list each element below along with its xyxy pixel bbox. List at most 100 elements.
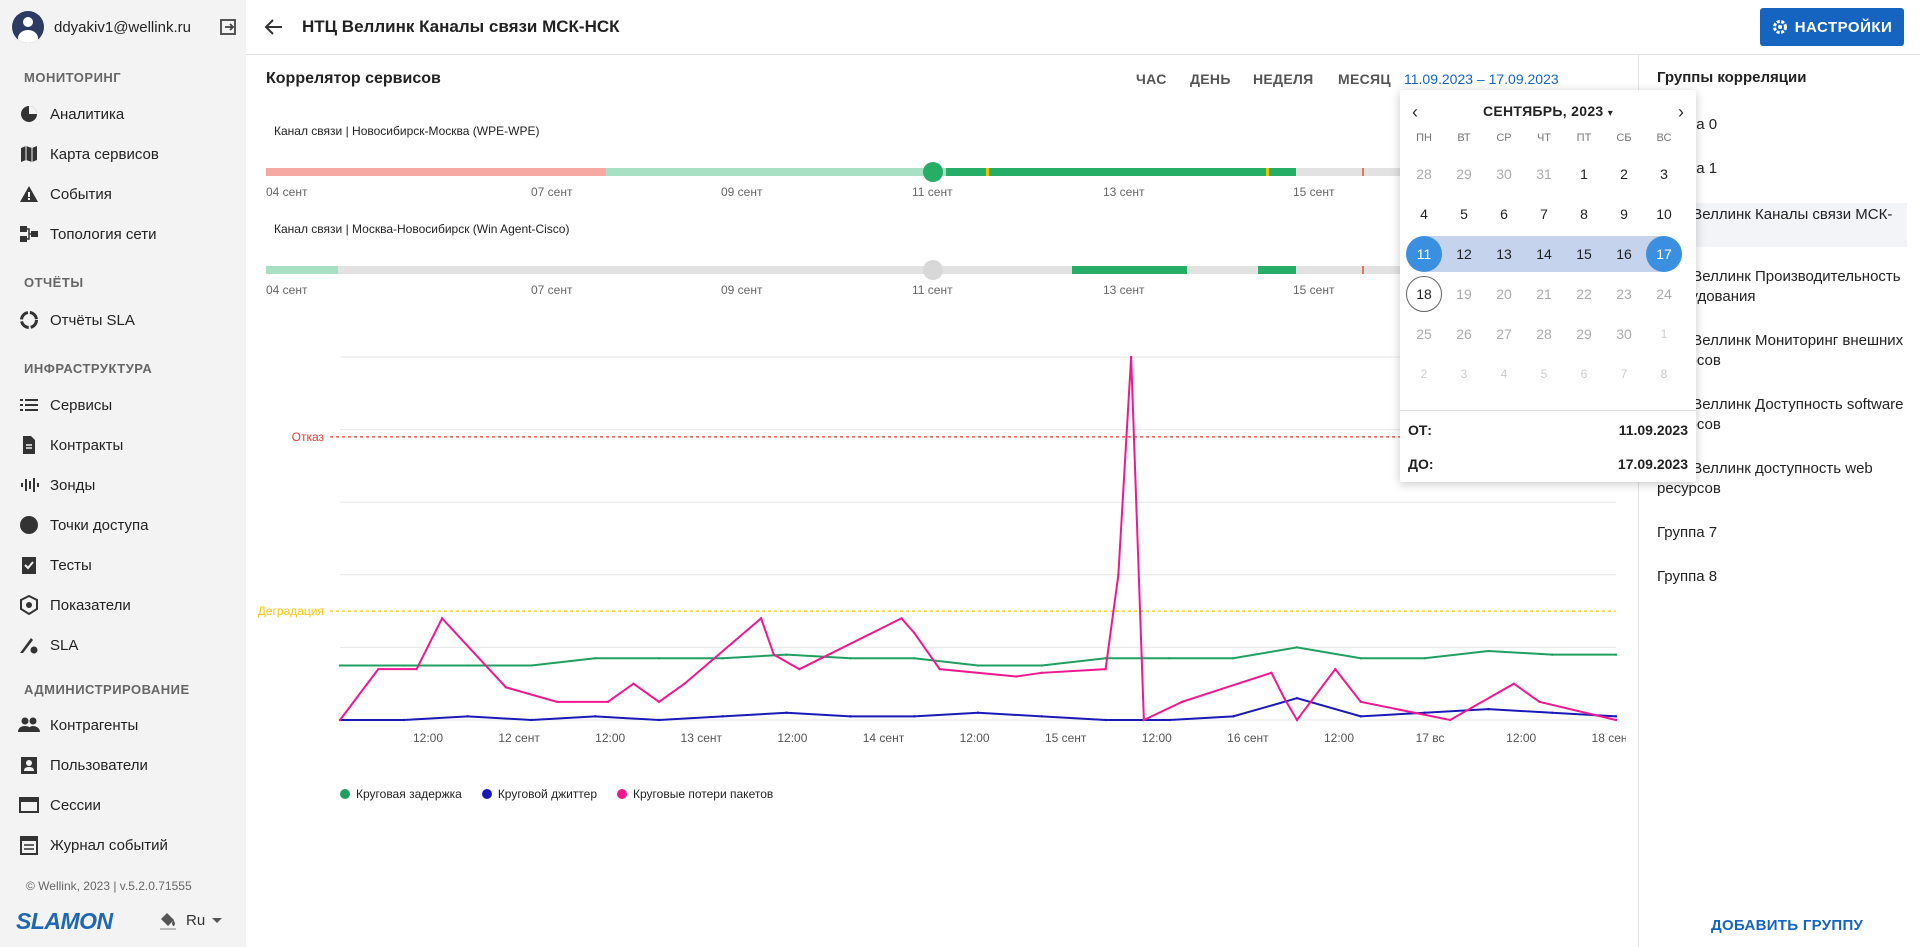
calendar-day[interactable]: 14 xyxy=(1536,246,1552,262)
chart-legend: Круговая задержка Круговой джиттер Круго… xyxy=(340,787,793,801)
date-picker[interactable]: ‹ СЕНТЯБРЬ, 2023 ▾ › ПН ВТ СР ЧТ ПТ СБ ВС 28 29 3… xyxy=(1400,90,1696,482)
calendar-day[interactable]: 3 xyxy=(1460,367,1468,381)
calendar-day[interactable]: 30 xyxy=(1496,166,1512,182)
nav-item-access-points[interactable]: Точки доступа xyxy=(18,511,238,539)
nav-item-sla[interactable]: SLA xyxy=(18,631,238,659)
calendar-day[interactable]: 16 xyxy=(1616,246,1632,262)
month-selector[interactable]: СЕНТЯБРЬ, 2023 ▾ xyxy=(1482,103,1614,119)
x-tick-label: 12:00 xyxy=(413,731,443,745)
timeline-knob[interactable] xyxy=(923,260,943,280)
calendar-day[interactable]: 7 xyxy=(1540,206,1548,222)
group-item[interactable]: НТЦ Веллинк доступность web ресурсов xyxy=(1657,460,1873,497)
nav-item-analytics[interactable]: Аналитика xyxy=(18,100,238,128)
calendar-day[interactable]: 4 xyxy=(1500,367,1508,381)
group-item[interactable]: Группа 7 xyxy=(1657,524,1718,541)
user-row[interactable]: ddyakiv1@wellink.ru xyxy=(12,10,238,44)
calendar-day[interactable]: 13 xyxy=(1496,246,1512,262)
calendar-day[interactable]: 6 xyxy=(1580,367,1588,381)
calendar-day[interactable]: 7 xyxy=(1620,367,1628,381)
channel-timeline-2[interactable] xyxy=(266,260,1616,280)
nav-item-counterparties[interactable]: Контрагенты xyxy=(18,711,238,739)
calendar-day[interactable]: 30 xyxy=(1616,326,1632,342)
calendar-day[interactable]: 28 xyxy=(1416,166,1432,182)
calendar-day[interactable]: 17 xyxy=(1646,236,1682,272)
timeline-knob[interactable] xyxy=(923,162,943,182)
to-value[interactable]: 17.09.2023 xyxy=(1617,456,1688,472)
calendar-day[interactable]: 2 xyxy=(1620,166,1628,182)
calendar-day[interactable]: 22 xyxy=(1576,286,1592,302)
nav-item-tests[interactable]: Тесты xyxy=(18,551,238,579)
series-point xyxy=(1232,657,1235,660)
settings-button[interactable]: НАСТРОЙКИ xyxy=(1760,8,1904,46)
calendar-day[interactable]: 29 xyxy=(1576,326,1592,342)
calendar-day[interactable]: 11 xyxy=(1406,236,1442,272)
nav-item-service-map[interactable]: Карта сервисов xyxy=(18,140,238,168)
calendar-day[interactable]: 29 xyxy=(1456,166,1472,182)
avatar[interactable] xyxy=(12,11,44,43)
legend-item-latency[interactable]: Круговая задержка xyxy=(340,787,462,801)
language-selector[interactable]: Ru xyxy=(158,910,223,930)
calendar-day[interactable]: 2 xyxy=(1420,367,1428,381)
legend-item-jitter[interactable]: Круговой джиттер xyxy=(481,787,597,801)
nav-item-probes[interactable]: Зонды xyxy=(18,471,238,499)
section-title-infrastructure: ИНФРАСТРУКТУРА xyxy=(24,361,153,376)
calendar-day[interactable]: 27 xyxy=(1496,326,1512,342)
timeline-segment xyxy=(986,168,989,176)
nav-item-event-journal[interactable]: Журнал событий xyxy=(18,831,238,859)
timeline-segment xyxy=(266,266,338,274)
calendar-day[interactable]: 31 xyxy=(1536,166,1552,182)
nav-item-sessions[interactable]: Сессии xyxy=(18,791,238,819)
weekday-label: СБ xyxy=(1616,132,1632,144)
tab-month[interactable]: МЕСЯЦ xyxy=(1338,71,1391,87)
calendar-day[interactable]: 9 xyxy=(1620,206,1628,222)
tab-hour[interactable]: ЧАС xyxy=(1136,71,1167,87)
next-month-icon[interactable]: › xyxy=(1678,102,1684,122)
calendar-day[interactable]: 12 xyxy=(1456,246,1472,262)
calendar-day[interactable]: 4 xyxy=(1420,206,1428,222)
series-point xyxy=(1117,573,1120,576)
series-point xyxy=(1270,671,1273,675)
nav-item-metrics[interactable]: Показатели xyxy=(18,591,238,619)
prev-month-icon[interactable]: ‹ xyxy=(1412,102,1418,122)
legend-item-packet-loss[interactable]: Круговые потери пакетов xyxy=(617,787,773,801)
calendar-day[interactable]: 10 xyxy=(1656,206,1672,222)
calendar-day[interactable]: 6 xyxy=(1500,206,1508,222)
tab-week[interactable]: НЕДЕЛЯ xyxy=(1253,71,1314,87)
add-group-button[interactable]: ДОБАВИТЬ ГРУППУ xyxy=(1711,917,1864,934)
nav-item-users[interactable]: Пользователи xyxy=(18,751,238,779)
tab-day[interactable]: ДЕНЬ xyxy=(1190,71,1231,87)
language-value: Ru xyxy=(186,911,206,929)
calendar-day[interactable]: 21 xyxy=(1536,286,1552,302)
nav-item-topology[interactable]: Топология сети xyxy=(18,220,238,248)
calendar-day[interactable]: 19 xyxy=(1456,286,1472,302)
nav-item-sla-reports[interactable]: Отчёты SLA xyxy=(18,306,238,334)
test-icon xyxy=(18,554,40,576)
nav-item-label: SLA xyxy=(50,636,79,654)
nav-item-events[interactable]: События xyxy=(18,180,238,208)
calendar-day[interactable]: 1 xyxy=(1580,166,1588,182)
calendar-day[interactable]: 18 xyxy=(1406,276,1442,312)
calendar-day[interactable]: 8 xyxy=(1580,206,1588,222)
back-arrow-icon[interactable] xyxy=(264,17,284,37)
calendar-day[interactable]: 20 xyxy=(1496,286,1512,302)
correlation-chart[interactable]: Отказ Деградация 12:00 12 сент 12:00 13 сент 1… xyxy=(246,340,1626,760)
nav-item-contracts[interactable]: Контракты xyxy=(18,431,238,459)
calendar-day[interactable]: 26 xyxy=(1456,326,1472,342)
series-point xyxy=(415,667,418,671)
calendar-day[interactable]: 23 xyxy=(1616,286,1632,302)
calendar-day[interactable]: 1 xyxy=(1660,327,1668,341)
from-value[interactable]: 11.09.2023 xyxy=(1618,422,1688,438)
calendar-day[interactable]: 3 xyxy=(1660,166,1668,182)
nav-item-services[interactable]: Сервисы xyxy=(18,391,238,419)
group-item[interactable]: Группа 8 xyxy=(1657,568,1718,585)
calendar-day[interactable]: 5 xyxy=(1540,367,1548,381)
calendar-day[interactable]: 5 xyxy=(1460,206,1468,222)
date-range[interactable]: 11.09.2023 – 17.09.2023 xyxy=(1404,71,1559,87)
calendar-day[interactable]: 25 xyxy=(1416,326,1432,342)
calendar-day[interactable]: 15 xyxy=(1576,246,1592,262)
channel-timeline-1[interactable] xyxy=(266,162,1616,182)
logout-icon[interactable] xyxy=(218,17,238,37)
calendar-day[interactable]: 24 xyxy=(1656,286,1672,302)
calendar-day[interactable]: 28 xyxy=(1536,326,1552,342)
calendar-day[interactable]: 8 xyxy=(1660,367,1668,381)
